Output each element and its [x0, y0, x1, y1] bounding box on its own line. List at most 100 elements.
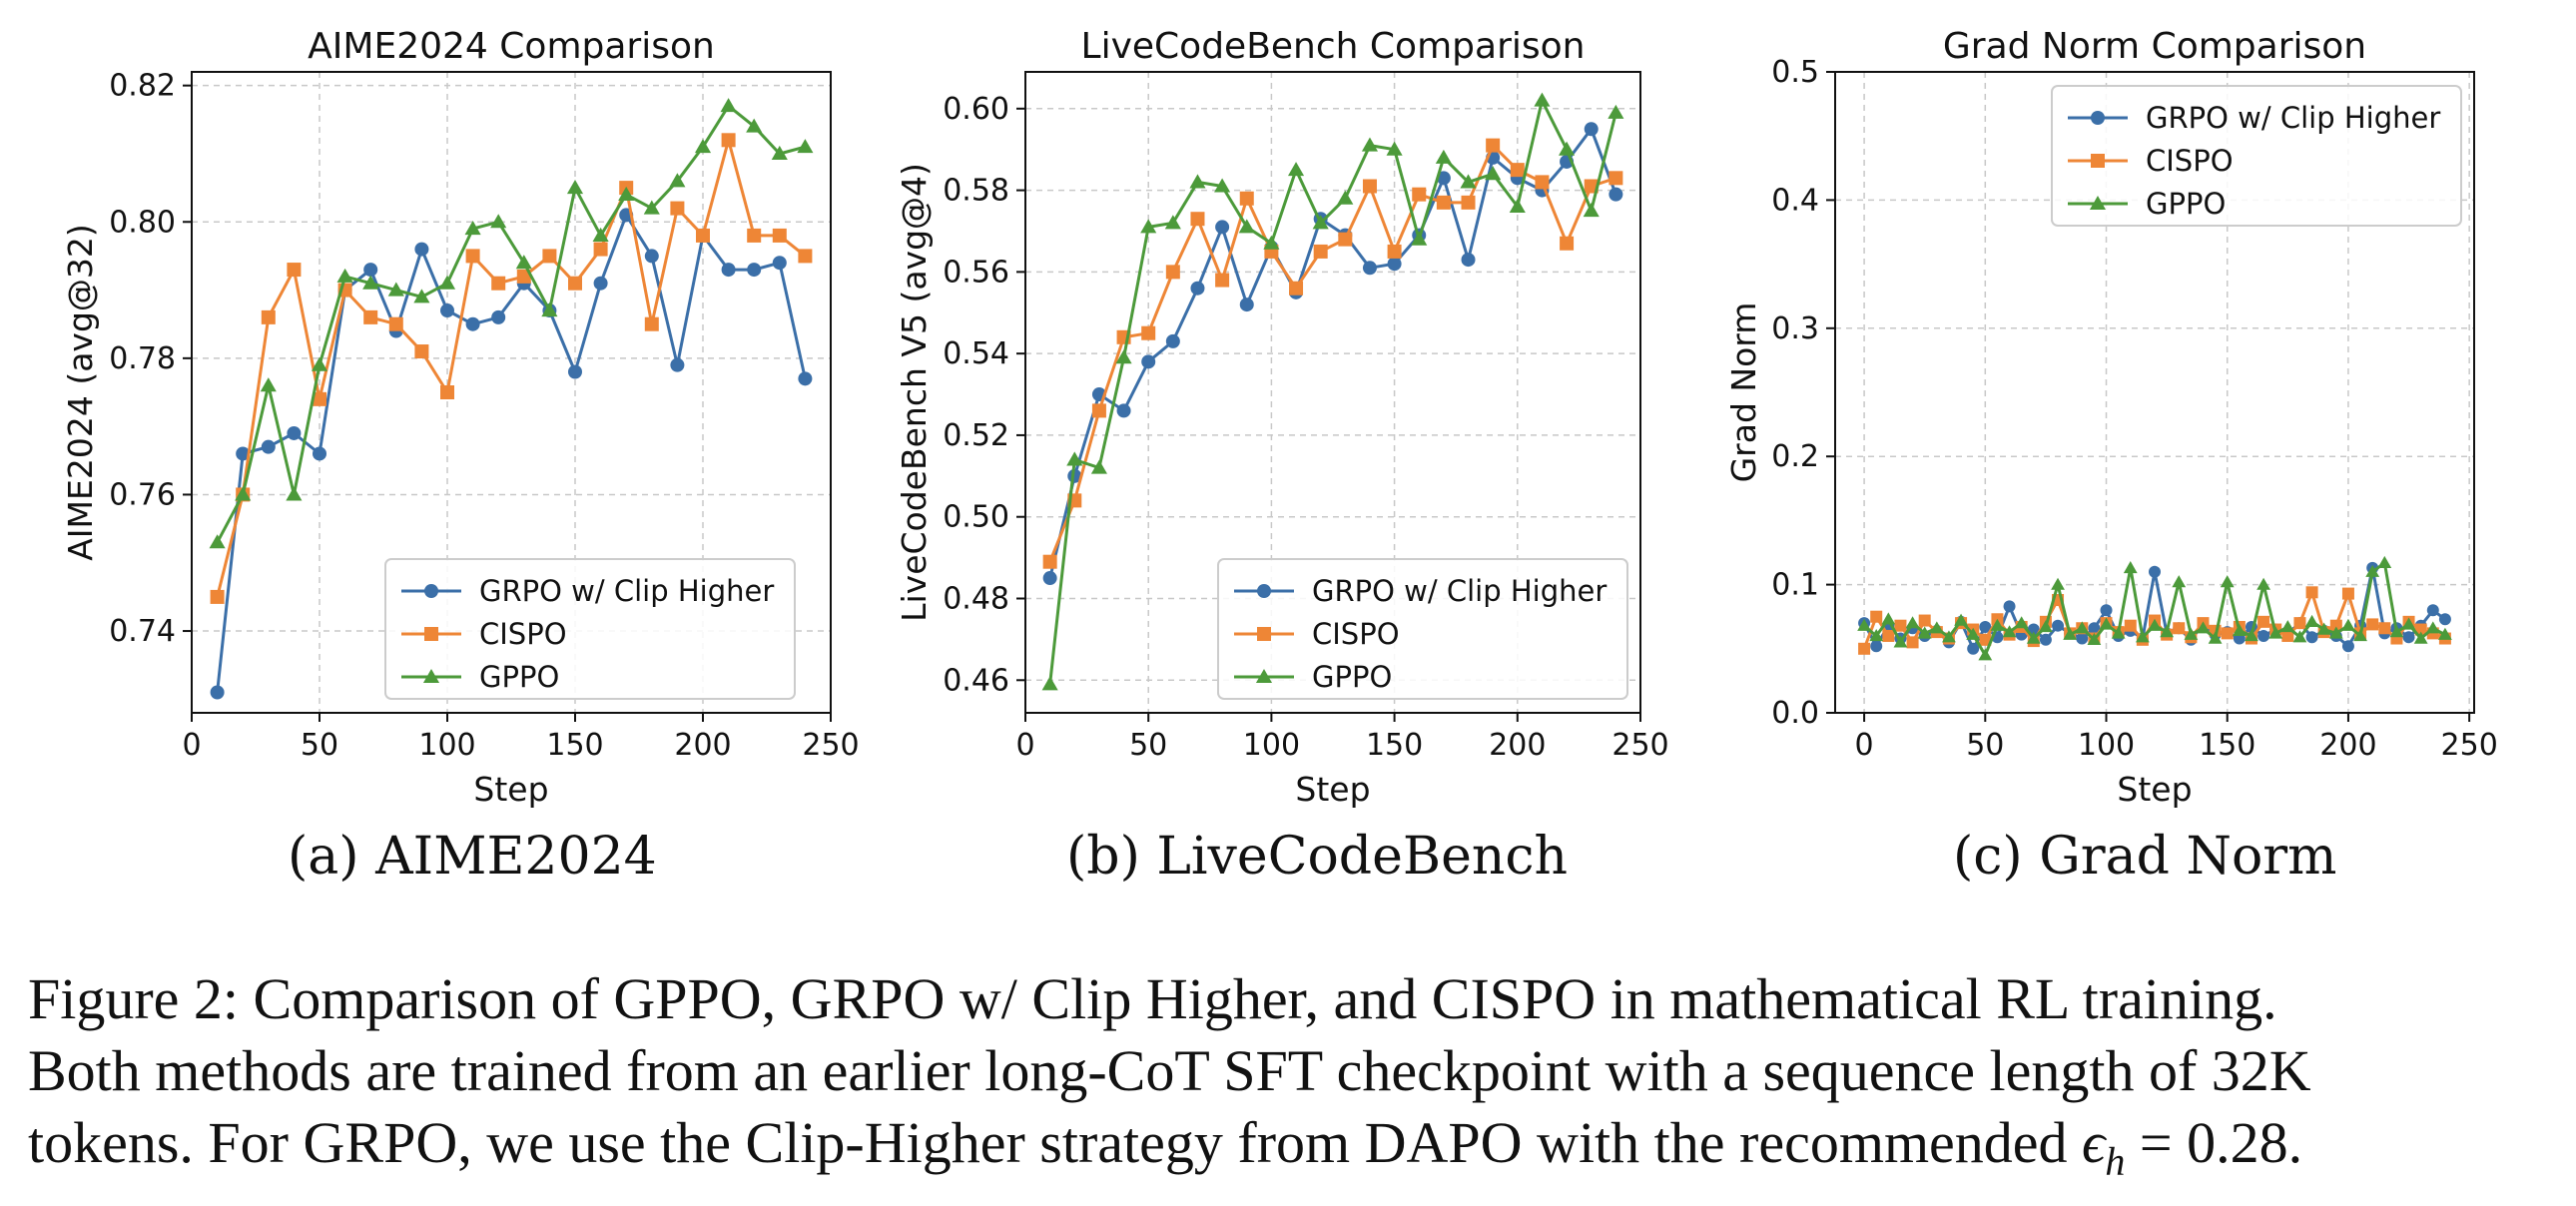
- data-point: [747, 228, 762, 243]
- data-point: [2257, 629, 2270, 642]
- data-point: [2305, 631, 2318, 644]
- data-point: [1870, 610, 1883, 623]
- data-point: [1042, 554, 1057, 569]
- data-point: [1882, 629, 1895, 642]
- x-tick-label: 50: [1966, 728, 2004, 763]
- data-point: [2051, 577, 2065, 590]
- y-axis-label: Grad Norm: [1724, 302, 1763, 483]
- data-point: [1917, 626, 1932, 639]
- legend-label: CISPO: [1312, 617, 1400, 651]
- data-point: [491, 309, 506, 324]
- data-point: [1942, 630, 1956, 643]
- data-point: [1534, 92, 1551, 107]
- data-point: [593, 242, 608, 257]
- data-point: [1560, 236, 1575, 251]
- data-point: [2353, 629, 2367, 642]
- y-tick-label: 0.5: [1771, 55, 1819, 90]
- data-point: [465, 316, 480, 331]
- data-point: [313, 391, 326, 406]
- data-point: [1041, 676, 1058, 691]
- data-point: [771, 145, 788, 160]
- series-line-2: [216, 138, 807, 598]
- data-point: [1361, 137, 1379, 152]
- data-point: [2389, 625, 2404, 638]
- data-point: [2063, 627, 2078, 640]
- data-point: [1190, 281, 1205, 296]
- x-tick-label: 250: [2441, 728, 2498, 763]
- subcaption-a: (a) AIME2024: [288, 827, 657, 887]
- data-point: [2328, 626, 2343, 639]
- data-point: [1362, 179, 1377, 194]
- data-point: [592, 227, 609, 242]
- data-point: [1090, 459, 1107, 474]
- data-point: [644, 316, 659, 331]
- legend-label: GRPO w/ Clip Higher: [1312, 574, 1607, 608]
- data-point: [1929, 621, 1944, 634]
- y-tick-label: 0.2: [1771, 439, 1819, 474]
- data-point: [1436, 195, 1451, 210]
- y-tick-label: 0.56: [943, 255, 1009, 290]
- data-point: [568, 276, 582, 291]
- data-point: [2052, 619, 2065, 632]
- data-point: [2111, 626, 2126, 639]
- data-point: [2088, 622, 2101, 635]
- data-point: [694, 139, 712, 154]
- data-point: [260, 377, 277, 392]
- x-tick-label: 0: [1855, 728, 1874, 763]
- data-point: [1165, 333, 1180, 348]
- legend-marker: [422, 668, 440, 684]
- legend-marker: [424, 584, 438, 598]
- data-point: [1460, 174, 1477, 189]
- data-point: [1215, 220, 1230, 235]
- chart-title: AIME2024 Comparison: [308, 26, 715, 67]
- legend-box: [2051, 85, 2462, 227]
- legend-marker: [2091, 154, 2105, 168]
- x-axis-label: Step: [2117, 770, 2192, 809]
- epsilon-subscript: h: [2105, 1138, 2126, 1184]
- data-point: [2425, 621, 2440, 634]
- data-point: [465, 249, 480, 264]
- data-point: [236, 446, 251, 461]
- data-point: [1141, 354, 1156, 369]
- x-tick-label: 150: [2199, 728, 2255, 763]
- data-point: [2401, 617, 2416, 630]
- caption-line-2: Both methods are trained from an earlier…: [28, 1038, 2311, 1103]
- data-point: [1608, 104, 1624, 119]
- plot-frame: [1024, 71, 1641, 714]
- data-point: [2280, 620, 2295, 633]
- data-point: [2100, 604, 2113, 617]
- x-tick-label: 200: [2319, 728, 2376, 763]
- y-tick-label: 0.46: [943, 663, 1009, 698]
- data-point: [1966, 627, 1981, 640]
- data-point: [1214, 178, 1231, 193]
- data-point: [798, 371, 813, 386]
- data-point: [2148, 618, 2162, 631]
- data-point: [696, 228, 710, 243]
- data-point: [2014, 616, 2029, 629]
- data-point: [1238, 219, 1255, 234]
- data-point: [1189, 174, 1206, 189]
- x-tick-label: 250: [1611, 728, 1668, 763]
- data-point: [2438, 627, 2452, 640]
- data-point: [1436, 171, 1451, 186]
- data-point: [2135, 630, 2150, 643]
- data-point: [2292, 630, 2307, 643]
- data-point: [413, 289, 430, 303]
- series-line-3: [1048, 99, 1617, 685]
- data-point: [1918, 614, 1931, 627]
- data-point: [772, 256, 787, 271]
- data-point: [1870, 640, 1883, 653]
- data-point: [287, 263, 302, 278]
- legend-marker: [2091, 111, 2105, 125]
- data-point: [1857, 618, 1871, 631]
- data-point: [720, 98, 737, 113]
- data-point: [1239, 191, 1254, 206]
- y-tick-label: 0.1: [1771, 568, 1819, 603]
- data-point: [1583, 202, 1600, 218]
- data-point: [490, 214, 507, 229]
- data-point: [2220, 575, 2235, 588]
- data-point: [1140, 219, 1157, 234]
- x-tick-label: 150: [546, 728, 603, 763]
- data-point: [1461, 195, 1476, 210]
- x-tick-label: 100: [1243, 728, 1300, 763]
